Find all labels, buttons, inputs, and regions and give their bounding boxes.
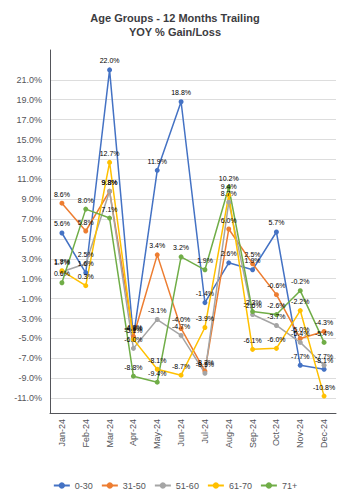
- svg-text:-4.0%: -4.0%: [172, 316, 190, 323]
- svg-text:5.7%: 5.7%: [268, 219, 284, 226]
- svg-text:12.7%: 12.7%: [100, 150, 120, 157]
- svg-text:-9.0%: -9.0%: [18, 373, 42, 383]
- svg-text:YOY % Gain/Loss: YOY % Gain/Loss: [129, 26, 221, 38]
- svg-text:-6.0%: -6.0%: [124, 336, 142, 343]
- svg-text:Nov-24: Nov-24: [295, 419, 305, 448]
- svg-text:51-60: 51-60: [176, 481, 199, 491]
- svg-text:Jan-24: Jan-24: [57, 419, 67, 447]
- svg-text:21.0%: 21.0%: [16, 75, 42, 85]
- svg-text:5.8%: 5.8%: [78, 219, 94, 226]
- svg-text:May-24: May-24: [152, 419, 162, 449]
- svg-text:-3.9%: -3.9%: [196, 315, 214, 322]
- svg-text:9.8%: 9.8%: [102, 179, 118, 186]
- svg-text:-8.7%: -8.7%: [172, 363, 190, 370]
- svg-text:Aug-24: Aug-24: [224, 419, 234, 448]
- svg-text:-10.8%: -10.8%: [313, 384, 335, 391]
- svg-text:-1.4%: -1.4%: [196, 290, 214, 297]
- svg-text:-0.2%: -0.2%: [291, 278, 309, 285]
- svg-text:8.7%: 8.7%: [221, 190, 237, 197]
- svg-text:7.0%: 7.0%: [21, 214, 42, 224]
- svg-text:-2.3%: -2.3%: [243, 299, 261, 306]
- svg-text:-8.1%: -8.1%: [148, 357, 166, 364]
- svg-text:1.6%: 1.6%: [78, 260, 94, 267]
- svg-text:-7.7%: -7.7%: [291, 353, 309, 360]
- svg-text:1.9%: 1.9%: [197, 257, 213, 264]
- svg-text:1.0%: 1.0%: [21, 274, 42, 284]
- svg-text:5.0%: 5.0%: [21, 234, 42, 244]
- svg-text:Jun-24: Jun-24: [176, 419, 186, 447]
- svg-text:2.6%: 2.6%: [221, 250, 237, 257]
- svg-text:-1.0%: -1.0%: [18, 294, 42, 304]
- svg-text:-5.4%: -5.4%: [291, 330, 309, 337]
- svg-text:-4.3%: -4.3%: [315, 319, 333, 326]
- svg-text:Feb-24: Feb-24: [81, 419, 91, 448]
- svg-text:17.0%: 17.0%: [16, 115, 42, 125]
- svg-text:Dec-24: Dec-24: [319, 419, 329, 448]
- svg-text:13.0%: 13.0%: [16, 154, 42, 164]
- svg-text:-6.1%: -6.1%: [243, 337, 261, 344]
- svg-text:22.0%: 22.0%: [100, 57, 120, 64]
- svg-text:10.2%: 10.2%: [219, 175, 239, 182]
- svg-text:Apr-24: Apr-24: [128, 419, 138, 446]
- svg-text:6.0%: 6.0%: [221, 217, 237, 224]
- svg-text:11.9%: 11.9%: [148, 158, 167, 165]
- svg-text:3.4%: 3.4%: [149, 242, 165, 249]
- svg-text:Oct-24: Oct-24: [271, 419, 281, 446]
- svg-text:Mar-24: Mar-24: [105, 419, 115, 448]
- svg-text:9.4%: 9.4%: [221, 183, 237, 190]
- svg-text:2.5%: 2.5%: [78, 251, 94, 258]
- svg-text:-0.6%: -0.6%: [267, 282, 285, 289]
- svg-text:7.1%: 7.1%: [102, 206, 118, 213]
- svg-text:71+: 71+: [282, 481, 297, 491]
- svg-text:9.8%: 9.8%: [102, 179, 118, 186]
- svg-text:-7.7%: -7.7%: [315, 353, 333, 360]
- svg-text:-11.0%: -11.0%: [14, 393, 42, 403]
- svg-text:-9.4%: -9.4%: [148, 370, 166, 377]
- svg-text:18.8%: 18.8%: [171, 89, 191, 96]
- svg-text:61-70: 61-70: [229, 481, 252, 491]
- svg-text:-8.8%: -8.8%: [124, 364, 142, 371]
- svg-text:-2.2%: -2.2%: [291, 298, 309, 305]
- svg-text:-8.1%: -8.1%: [314, 356, 334, 364]
- svg-text:2.5%: 2.5%: [245, 251, 261, 258]
- svg-text:-4.7%: -4.7%: [172, 323, 190, 330]
- svg-text:1.8%: 1.8%: [54, 258, 70, 265]
- svg-text:-5.4%: -5.4%: [315, 330, 333, 337]
- svg-text:Age Groups - 12 Months Trailin: Age Groups - 12 Months Trailing: [90, 12, 259, 24]
- svg-text:19.0%: 19.0%: [16, 95, 42, 105]
- svg-text:15.0%: 15.0%: [16, 135, 42, 145]
- svg-text:0.6%: 0.6%: [54, 270, 70, 277]
- svg-text:9.0%: 9.0%: [21, 194, 42, 204]
- svg-text:8.6%: 8.6%: [54, 191, 70, 198]
- svg-text:0.3%: 0.3%: [78, 273, 94, 280]
- svg-text:1.9%: 1.9%: [245, 257, 261, 264]
- svg-text:11.0%: 11.0%: [17, 174, 42, 184]
- svg-text:-8.5%: -8.5%: [196, 361, 214, 368]
- svg-text:1.7%: 1.7%: [54, 259, 70, 266]
- svg-text:8.0%: 8.0%: [78, 197, 94, 204]
- svg-text:-5.1%: -5.1%: [124, 327, 142, 334]
- svg-text:-3.0%: -3.0%: [18, 314, 42, 324]
- svg-text:-2.6%: -2.6%: [267, 302, 285, 309]
- svg-text:-3.1%: -3.1%: [148, 307, 166, 314]
- svg-text:0-30: 0-30: [75, 481, 93, 491]
- svg-text:Jul-24: Jul-24: [200, 419, 210, 444]
- svg-text:5.6%: 5.6%: [54, 220, 70, 227]
- svg-text:3.0%: 3.0%: [21, 254, 42, 264]
- svg-text:-5.0%: -5.0%: [18, 333, 42, 343]
- svg-text:-6.0%: -6.0%: [267, 336, 285, 343]
- svg-text:3.2%: 3.2%: [173, 244, 189, 251]
- svg-text:Sep-24: Sep-24: [248, 419, 258, 448]
- svg-text:-7.0%: -7.0%: [18, 353, 42, 363]
- svg-text:31-50: 31-50: [123, 481, 146, 491]
- svg-text:-3.7%: -3.7%: [267, 313, 285, 320]
